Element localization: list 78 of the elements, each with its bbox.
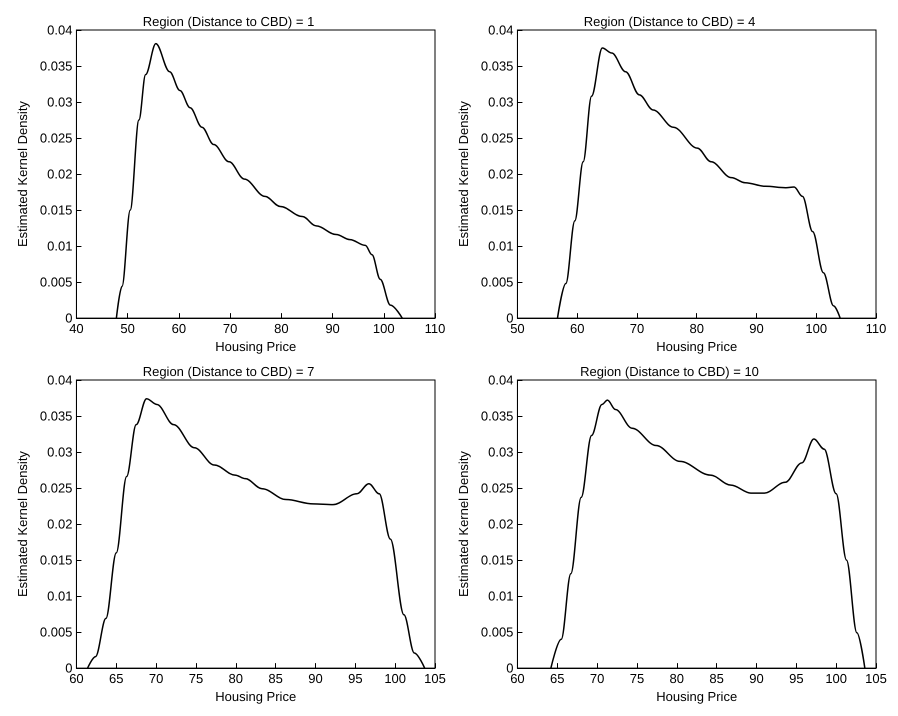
x-tick-label: 110: [424, 321, 446, 336]
x-tick-label: 75: [188, 671, 204, 686]
y-tick-label: 0.035: [40, 408, 72, 424]
y-tick-label: 0.03: [488, 444, 514, 460]
chart-title: Region (Distance to CBD) = 7: [142, 364, 314, 379]
x-tick-label: 90: [308, 671, 323, 686]
y-axis-title: Estimated Kernel Density: [15, 100, 30, 248]
x-tick-label: 100: [805, 321, 828, 336]
y-tick-label: 0.01: [47, 588, 72, 604]
chart-title: Region (Distance to CBD) = 4: [584, 14, 756, 29]
y-tick-label: 0.03: [47, 444, 72, 460]
x-tick-label: 70: [590, 671, 604, 686]
y-tick-label: 0.03: [488, 94, 514, 110]
x-tick-label: 100: [384, 671, 406, 686]
y-tick-label: 0.025: [40, 130, 72, 146]
chart-title: Region (Distance to CBD) = 1: [142, 14, 314, 29]
y-tick-label: 0.015: [40, 552, 72, 568]
y-tick-label: 0.005: [480, 624, 514, 640]
y-tick-label: 0.015: [480, 552, 514, 568]
y-axis-title: Estimated Kernel Density: [15, 450, 30, 598]
y-tick-label: 0.02: [47, 516, 72, 532]
x-tick-label: 95: [789, 671, 804, 686]
y-tick-label: 0.04: [47, 22, 72, 38]
x-tick-label: 60: [69, 671, 84, 686]
y-axis-title: Estimated Kernel Density: [456, 450, 471, 598]
x-tick-label: 70: [630, 321, 644, 336]
y-tick-label: 0.01: [488, 238, 514, 254]
x-tick-label: 80: [274, 321, 289, 336]
x-tick-label: 60: [570, 321, 584, 336]
x-tick-label: 80: [670, 671, 684, 686]
y-tick-label: 0.04: [488, 372, 514, 388]
x-tick-label: 105: [865, 671, 887, 686]
x-tick-label: 70: [222, 321, 238, 336]
y-tick-label: 0.02: [488, 516, 514, 532]
y-tick-label: 0.04: [47, 372, 72, 388]
y-axis-title: Estimated Kernel Density: [456, 100, 471, 248]
x-tick-label: 80: [689, 321, 704, 336]
x-tick-label: 70: [148, 671, 164, 686]
y-tick-label: 0.035: [40, 58, 72, 74]
x-axis-title: Housing Price: [215, 689, 296, 704]
x-tick-label: 65: [109, 671, 124, 686]
x-tick-label: 90: [325, 321, 340, 336]
x-tick-label: 110: [866, 321, 886, 336]
x-tick-label: 80: [228, 671, 244, 686]
x-tick-label: 100: [825, 671, 848, 686]
x-tick-label: 50: [510, 321, 525, 336]
x-tick-label: 60: [172, 321, 186, 336]
y-tick-label: 0.025: [40, 480, 72, 496]
x-tick-label: 85: [268, 671, 283, 686]
y-tick-label: 0.02: [47, 166, 72, 182]
y-tick-label: 0.04: [488, 22, 514, 38]
y-tick-label: 0.015: [40, 202, 72, 218]
x-tick-label: 50: [120, 321, 135, 336]
y-tick-label: 0.035: [480, 408, 514, 424]
y-tick-label: 0.025: [480, 480, 514, 496]
chart-title: Region (Distance to CBD) = 10: [580, 364, 759, 379]
y-tick-label: 0.035: [480, 58, 514, 74]
y-tick-label: 0.015: [480, 202, 514, 218]
x-tick-label: 90: [749, 671, 764, 686]
x-axis-title: Housing Price: [656, 339, 738, 354]
x-tick-label: 85: [709, 671, 724, 686]
x-axis-title: Housing Price: [656, 689, 738, 704]
x-tick-label: 105: [424, 671, 446, 686]
x-tick-label: 60: [510, 671, 525, 686]
y-tick-label: 0.025: [480, 130, 514, 146]
x-tick-label: 90: [749, 321, 764, 336]
x-axis-title: Housing Price: [215, 339, 296, 354]
y-tick-label: 0.03: [47, 94, 72, 110]
y-tick-label: 0.01: [47, 238, 72, 254]
x-tick-label: 75: [630, 671, 644, 686]
y-tick-label: 0.005: [40, 624, 72, 640]
y-tick-label: 0.01: [488, 588, 514, 604]
x-tick-label: 100: [372, 321, 395, 336]
x-tick-label: 95: [348, 671, 363, 686]
y-tick-label: 0.005: [480, 274, 514, 290]
x-tick-label: 65: [550, 671, 565, 686]
y-tick-label: 0.02: [488, 166, 514, 182]
y-tick-label: 0.005: [40, 274, 72, 290]
